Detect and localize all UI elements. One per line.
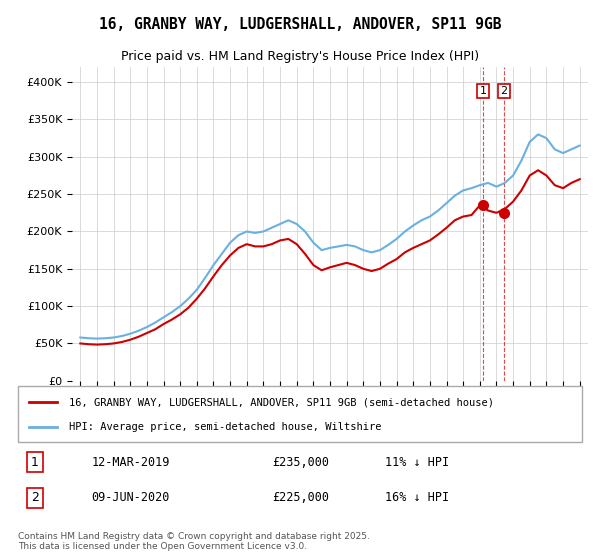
Text: 2: 2 <box>31 492 39 505</box>
Text: 11% ↓ HPI: 11% ↓ HPI <box>385 456 449 469</box>
Text: £235,000: £235,000 <box>272 456 329 469</box>
Text: 2: 2 <box>500 86 508 96</box>
Text: Contains HM Land Registry data © Crown copyright and database right 2025.
This d: Contains HM Land Registry data © Crown c… <box>18 532 370 552</box>
FancyBboxPatch shape <box>18 386 582 442</box>
Text: 16, GRANBY WAY, LUDGERSHALL, ANDOVER, SP11 9GB: 16, GRANBY WAY, LUDGERSHALL, ANDOVER, SP… <box>99 17 501 32</box>
Text: 16, GRANBY WAY, LUDGERSHALL, ANDOVER, SP11 9GB (semi-detached house): 16, GRANBY WAY, LUDGERSHALL, ANDOVER, SP… <box>69 397 494 407</box>
Text: HPI: Average price, semi-detached house, Wiltshire: HPI: Average price, semi-detached house,… <box>69 422 381 432</box>
Text: 1: 1 <box>479 86 487 96</box>
Text: £225,000: £225,000 <box>272 492 329 505</box>
Text: 16% ↓ HPI: 16% ↓ HPI <box>385 492 449 505</box>
Text: 1: 1 <box>31 456 39 469</box>
Text: 12-MAR-2019: 12-MAR-2019 <box>91 456 170 469</box>
Text: 09-JUN-2020: 09-JUN-2020 <box>91 492 170 505</box>
Text: Price paid vs. HM Land Registry's House Price Index (HPI): Price paid vs. HM Land Registry's House … <box>121 50 479 63</box>
